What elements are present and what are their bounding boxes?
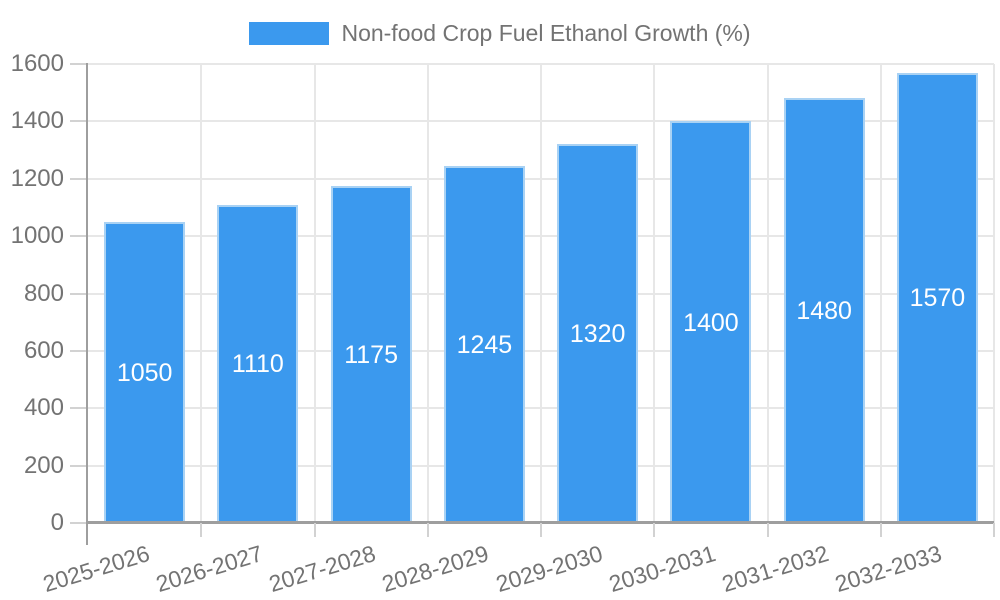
x-axis-tick-mark [200,523,203,537]
bar: 1480 [783,98,865,523]
y-axis-tick-mark [70,349,86,352]
vertical-gridline [879,64,882,523]
bar-value-label: 1175 [344,340,398,369]
legend-item[interactable]: Non-food Crop Fuel Ethanol Growth (%) [249,19,751,47]
y-axis-tick-mark [70,407,86,410]
chart-legend: Non-food Crop Fuel Ethanol Growth (%) [0,18,1000,48]
x-axis-category-label: 2031-2032 [718,540,832,598]
y-axis-tick-label: 800 [23,279,64,307]
vertical-gridline [993,64,995,523]
bar: 1175 [330,185,412,523]
y-axis-tick-label: 1200 [10,164,64,192]
y-axis-tick-mark [70,235,86,238]
bar-value-label: 1050 [116,358,173,387]
legend-label: Non-food Crop Fuel Ethanol Growth (%) [341,19,751,46]
y-axis-tick-label: 1000 [10,222,64,250]
vertical-gridline [426,64,429,523]
bar-value-label: 1110 [231,350,284,379]
x-axis-tick-mark [540,523,542,537]
bar-value-label: 1320 [569,320,626,349]
x-axis-category-label: 2029-2030 [492,540,606,598]
y-axis-tick-mark [70,177,86,180]
bar-value-label: 1480 [796,297,852,326]
y-axis-tick-label: 1400 [10,107,64,135]
y-axis-tick-mark [70,292,86,295]
x-axis-line [86,521,994,524]
x-axis-category-label: 2032-2033 [832,540,945,598]
x-axis-category-label: 2027-2028 [265,540,379,598]
y-axis-line [86,63,88,545]
bar-value-label: 1570 [909,284,966,313]
vertical-gridline [653,64,656,523]
x-axis-category-label: 2030-2031 [605,540,719,598]
y-axis-tick-mark [70,522,86,524]
vertical-gridline [200,64,203,523]
bar: 1570 [896,72,978,523]
x-axis-category-label: 2026-2027 [152,540,266,598]
x-axis-tick-mark [653,523,656,537]
bar: 1050 [104,221,186,523]
y-axis-tick-label: 400 [23,394,64,422]
y-axis-tick-label: 1600 [10,50,64,77]
x-axis-tick-mark [313,523,316,537]
y-axis-tick-label: 600 [23,336,64,364]
vertical-gridline [540,64,542,523]
y-axis-tick-mark [70,464,86,467]
y-axis: 0 200 400 600 800 1000 1200 1400 1600 [0,50,88,536]
x-axis-category-label: 2025-2026 [39,540,153,598]
y-axis-tick-mark [70,63,86,65]
x-axis-tick-mark [426,523,429,537]
legend-swatch-icon [249,21,330,45]
bar: 1400 [670,121,752,523]
x-axis-tick-mark [766,523,769,537]
x-axis-tick-mark [879,523,882,537]
plot-area: 1050 1110 1175 1245 1320 1400 1480 1570 [88,63,995,523]
bar-value-label: 1245 [456,330,513,359]
y-axis-tick-mark [70,120,86,123]
vertical-gridline [313,64,316,523]
bar: 1110 [217,204,299,523]
y-axis-tick-label: 200 [23,451,64,479]
y-axis-tick-label: 0 [50,509,64,536]
x-axis-tick-mark [993,523,995,537]
x-axis-category-label: 2028-2029 [379,540,492,598]
x-axis: 2025-2026 2026-2027 2027-2028 2028-2029 2029… [39,523,995,600]
bar-value-label: 1400 [683,308,739,337]
bar: 1245 [443,165,525,523]
vertical-gridline [766,64,769,523]
bar: 1320 [557,144,639,523]
